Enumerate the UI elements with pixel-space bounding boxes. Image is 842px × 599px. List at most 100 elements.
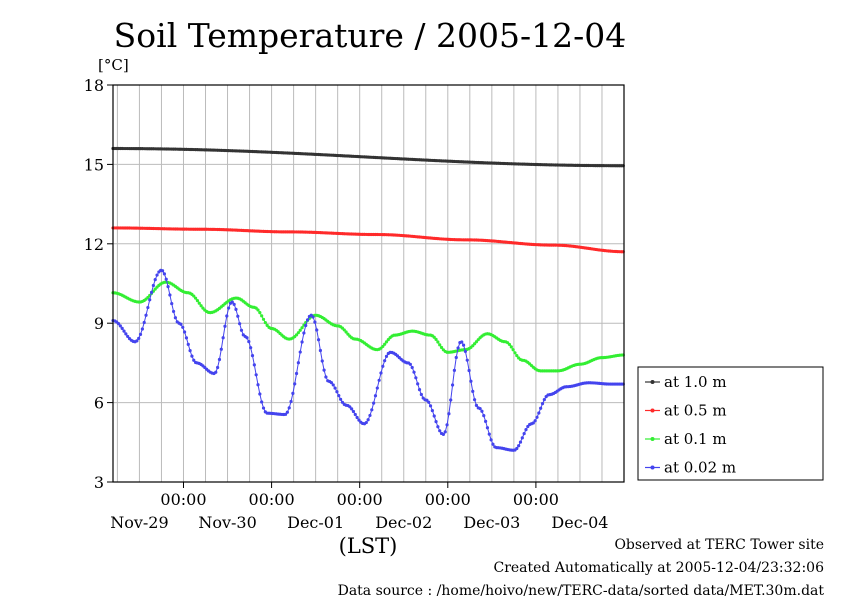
series-point	[348, 405, 352, 409]
series-point	[225, 314, 229, 318]
series-point	[289, 399, 293, 404]
x-tick-time-label: 00:00	[160, 490, 206, 509]
series-point	[461, 343, 466, 347]
series-point	[456, 346, 460, 350]
series-point	[438, 343, 442, 347]
series-point	[245, 336, 249, 340]
series-point	[322, 368, 326, 372]
series-point	[467, 368, 471, 373]
series-point	[261, 317, 266, 321]
series-point	[142, 320, 146, 325]
series-point	[474, 403, 479, 407]
series-point	[432, 335, 436, 339]
x-date-label: Dec-03	[463, 513, 520, 532]
series-point	[472, 342, 477, 346]
series-point	[313, 320, 317, 324]
series-point	[238, 322, 242, 326]
series-point	[153, 278, 157, 282]
chart-title: Soil Temperature / 2005-12-04	[114, 16, 627, 55]
series-point	[140, 327, 144, 331]
series-point	[182, 330, 187, 334]
series-point	[474, 340, 479, 344]
series-point	[353, 412, 357, 417]
series-point	[445, 423, 449, 427]
series-point	[379, 371, 383, 375]
series-point	[513, 351, 517, 355]
series-point	[300, 326, 304, 330]
series-point	[375, 386, 379, 390]
series-point	[384, 340, 389, 344]
series-at-0-5-m	[111, 226, 625, 254]
series-point	[364, 420, 368, 425]
y-axis-ticks: 3 6 9 12 15 18	[84, 76, 113, 492]
series-point	[428, 404, 433, 408]
series-point	[192, 358, 196, 362]
series-point	[443, 430, 447, 434]
series-point	[118, 324, 122, 328]
series-point	[542, 398, 546, 402]
series-point	[517, 444, 521, 448]
legend: at 1.0 m at 0.5 m at 0.1 m at 0.02 m	[637, 366, 824, 481]
series-point	[410, 365, 414, 370]
series-point	[449, 398, 453, 402]
series-point	[260, 314, 264, 318]
series-point	[256, 383, 260, 387]
series-point	[511, 348, 515, 352]
legend-label: at 1.0 m	[664, 373, 727, 391]
series-point	[250, 354, 255, 358]
series-point	[515, 446, 519, 451]
series-point	[436, 340, 440, 344]
series-point	[287, 406, 291, 410]
series-point	[450, 383, 455, 387]
series-point	[305, 318, 310, 322]
series-point	[285, 410, 289, 414]
series-point	[478, 406, 482, 411]
series-point	[138, 332, 143, 336]
series-point	[351, 409, 356, 414]
series-point	[509, 345, 513, 349]
series-point	[293, 382, 297, 386]
x-tick-time-label: 00:00	[425, 490, 471, 509]
series-point	[460, 340, 464, 344]
series-point	[298, 328, 302, 332]
series-point	[441, 432, 445, 436]
series-point	[151, 283, 155, 288]
series-point	[372, 401, 376, 405]
series-point	[522, 431, 526, 436]
x-date-label: Nov-30	[198, 513, 256, 532]
series-point	[539, 406, 543, 410]
legend-label: at 0.5 m	[664, 402, 727, 420]
series-point	[340, 400, 345, 404]
series-at-1-0-m	[111, 146, 625, 168]
series-point	[223, 324, 227, 328]
series-point	[417, 388, 422, 392]
series-point	[436, 425, 440, 429]
series-at-0-1-m	[111, 280, 625, 373]
series-point	[197, 301, 201, 305]
y-tick-label: 18	[84, 76, 104, 95]
series-point	[384, 354, 389, 358]
series-point	[434, 420, 438, 424]
series-point	[491, 442, 495, 446]
series-point	[383, 359, 387, 363]
series-point	[463, 349, 468, 354]
series-point	[331, 383, 335, 387]
series-point	[199, 304, 203, 308]
series-point	[489, 438, 493, 442]
series-point	[230, 300, 234, 304]
series-point	[414, 376, 418, 380]
series-point	[302, 331, 306, 335]
series-point	[144, 313, 148, 317]
series-point	[531, 421, 535, 425]
series-point	[427, 400, 431, 404]
x-tick-time-label: 00:00	[513, 490, 559, 509]
x-axis-label: (LST)	[339, 534, 398, 558]
series-point	[195, 299, 200, 303]
y-tick-label: 9	[94, 314, 104, 333]
series-point	[526, 424, 530, 429]
series-point	[291, 391, 295, 395]
series-point	[217, 357, 222, 362]
series-point	[260, 400, 264, 404]
series-point	[342, 328, 346, 332]
series-point	[373, 394, 378, 398]
